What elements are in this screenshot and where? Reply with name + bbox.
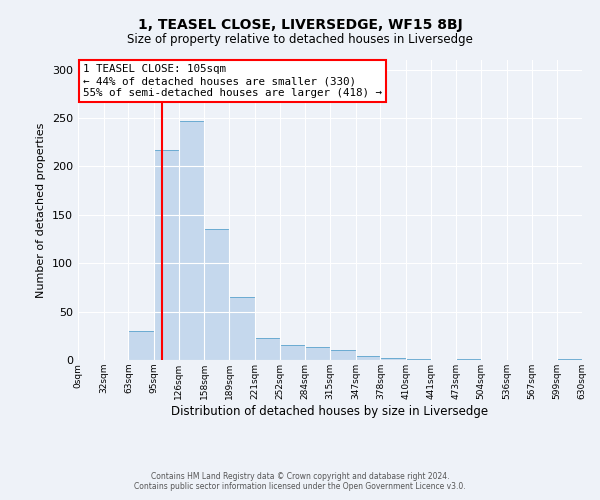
Bar [280, 346, 305, 360]
Bar [154, 150, 179, 360]
Bar [406, 359, 431, 360]
Text: 1 TEASEL CLOSE: 105sqm
← 44% of detached houses are smaller (330)
55% of semi-de: 1 TEASEL CLOSE: 105sqm ← 44% of detached… [83, 64, 382, 98]
Bar [205, 230, 229, 360]
Text: Size of property relative to detached houses in Liversedge: Size of property relative to detached ho… [127, 32, 473, 46]
X-axis label: Distribution of detached houses by size in Liversedge: Distribution of detached houses by size … [172, 404, 488, 417]
Y-axis label: Number of detached properties: Number of detached properties [37, 122, 46, 298]
Text: 1, TEASEL CLOSE, LIVERSEDGE, WF15 8BJ: 1, TEASEL CLOSE, LIVERSEDGE, WF15 8BJ [137, 18, 463, 32]
Bar [356, 356, 380, 360]
Bar [330, 350, 356, 360]
Bar [179, 121, 205, 360]
Bar [255, 338, 280, 360]
Bar [457, 359, 481, 360]
Bar [229, 297, 255, 360]
Bar [557, 359, 582, 360]
Bar [380, 358, 406, 360]
Text: Contains public sector information licensed under the Open Government Licence v3: Contains public sector information licen… [134, 482, 466, 491]
Bar [305, 348, 330, 360]
Text: Contains HM Land Registry data © Crown copyright and database right 2024.: Contains HM Land Registry data © Crown c… [151, 472, 449, 481]
Bar [128, 331, 154, 360]
